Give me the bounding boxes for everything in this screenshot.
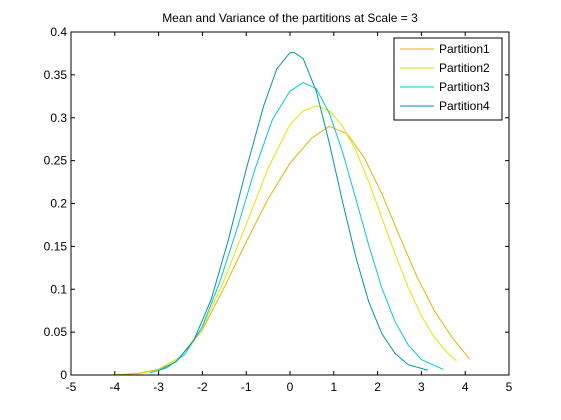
x-tick-label: -1 [241, 380, 252, 394]
x-tick-label: 5 [506, 380, 513, 394]
x-tick-label: -3 [153, 380, 164, 394]
y-tick-label: 0.05 [44, 325, 68, 339]
x-tick-label: -4 [109, 380, 120, 394]
x-tick-label: 0 [287, 380, 294, 394]
chart-title: Mean and Variance of the partitions at S… [162, 11, 418, 25]
x-tick-label: 1 [330, 380, 337, 394]
series-line-partition4 [158, 52, 429, 371]
legend-entry-label: Partition1 [439, 42, 490, 56]
x-tick-label: 3 [418, 380, 425, 394]
legend-entry-label: Partition2 [439, 61, 490, 75]
y-tick-label: 0.3 [50, 111, 67, 125]
x-tick-label: -2 [197, 380, 208, 394]
y-tick-label: 0.35 [44, 68, 68, 82]
legend-entry-label: Partition3 [439, 80, 490, 94]
y-tick-label: 0.4 [50, 25, 67, 39]
axes-layer: -5 -4 -3 -2 -1 0 1 2 3 4 5 0 0.05 0.1 0.15 0.2 0.25 0.3 0.… [44, 25, 513, 394]
legend-entry-label: Partition4 [439, 99, 490, 113]
y-tick-label: 0.25 [44, 154, 68, 168]
series-line-partition2 [136, 105, 457, 375]
x-tick-label: -5 [66, 380, 77, 394]
series-line-partition3 [149, 82, 444, 374]
y-tick-label: 0.15 [44, 239, 68, 253]
y-tick-label: 0.1 [50, 282, 67, 296]
x-tick-label: 4 [462, 380, 469, 394]
y-tick-label: 0.2 [50, 197, 67, 211]
x-tick-label: 2 [374, 380, 381, 394]
series-layer [114, 52, 470, 376]
y-tick-label: 0 [60, 368, 67, 382]
legend: Partition1 Partition2 Partition3 Partition4 [393, 37, 503, 121]
